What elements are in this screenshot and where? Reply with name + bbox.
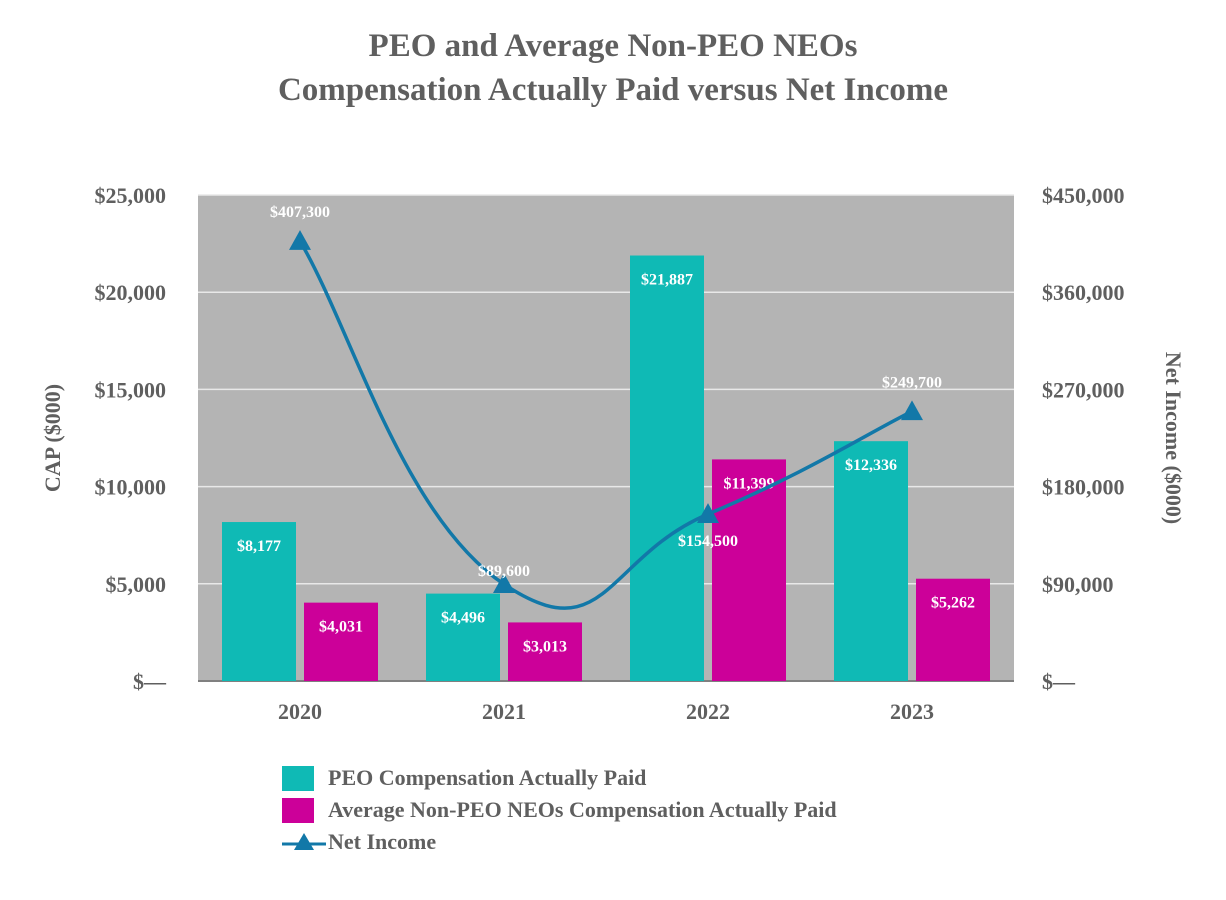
data-label-neo: $11,399 (723, 475, 774, 492)
net-income-marker (493, 573, 515, 594)
data-label-neo: $3,013 (523, 638, 567, 655)
legend-item-peo: PEO Compensation Actually Paid (282, 762, 837, 794)
bar-neo (304, 602, 378, 681)
legend-item-net-income: Net Income (282, 826, 837, 858)
net-income-line (298, 240, 913, 610)
x-tick-label: 2023 (890, 699, 934, 724)
y-tick-label: $— (133, 669, 167, 694)
x-tick-label: 2022 (686, 699, 730, 724)
net-income-marker (697, 503, 719, 523)
bar-peo (834, 441, 908, 681)
y2-axis-title: Net Income ($000) (1161, 352, 1186, 524)
y-axis-title: CAP ($000) (40, 384, 65, 492)
legend-label-neo: Average Non-PEO NEOs Compensation Actual… (328, 797, 837, 822)
y2-tick-label: $— (1042, 669, 1076, 694)
data-label-net-income: $407,300 (270, 204, 330, 221)
x-tick-label: 2020 (278, 699, 322, 724)
y2-tick-label: $360,000 (1042, 280, 1125, 305)
bar-neo (916, 578, 990, 681)
chart-title-line-2: Compensation Actually Paid versus Net In… (277, 72, 949, 108)
y2-tick-label: $270,000 (1042, 377, 1125, 402)
data-label-peo: $21,887 (641, 272, 693, 289)
data-label-net-income: $249,700 (882, 374, 942, 391)
y2-tick-label: $90,000 (1042, 572, 1114, 597)
data-label-peo: $8,177 (237, 538, 281, 555)
data-label-neo: $5,262 (931, 595, 975, 612)
net-income-marker (289, 230, 311, 250)
legend-label-net-income: Net Income (328, 829, 437, 854)
legend-line-triangle-icon (282, 832, 326, 850)
data-label-neo: $4,031 (319, 619, 363, 636)
chart-title-line-1: PEO and Average Non-PEO NEOs (368, 28, 858, 64)
bar-neo (712, 459, 786, 681)
legend-label-peo: PEO Compensation Actually Paid (328, 765, 647, 790)
y2-tick-label: $450,000 (1042, 183, 1125, 208)
legend-swatch-neo (282, 797, 314, 823)
bar-neo (508, 622, 582, 681)
net-income-marker (901, 400, 923, 421)
data-label-net-income: $154,500 (678, 533, 738, 550)
y2-tick-label: $180,000 (1042, 475, 1125, 500)
bar-peo (222, 522, 296, 681)
data-label-peo: $12,336 (845, 457, 897, 474)
y-tick-label: $5,000 (106, 572, 167, 597)
legend: PEO Compensation Actually Paid Average N… (282, 762, 837, 858)
data-label-peo: $4,496 (441, 610, 485, 627)
legend-swatch-peo (282, 765, 314, 791)
x-tick-label: 2021 (482, 699, 526, 724)
y-tick-label: $25,000 (95, 183, 167, 208)
y-tick-label: $15,000 (95, 377, 167, 402)
bar-peo (426, 593, 500, 681)
legend-item-neo: Average Non-PEO NEOs Compensation Actual… (282, 794, 837, 826)
bar-peo (630, 255, 704, 681)
data-label-net-income: $89,600 (478, 563, 530, 580)
y-tick-label: $10,000 (95, 475, 167, 500)
y-tick-label: $20,000 (95, 280, 167, 305)
